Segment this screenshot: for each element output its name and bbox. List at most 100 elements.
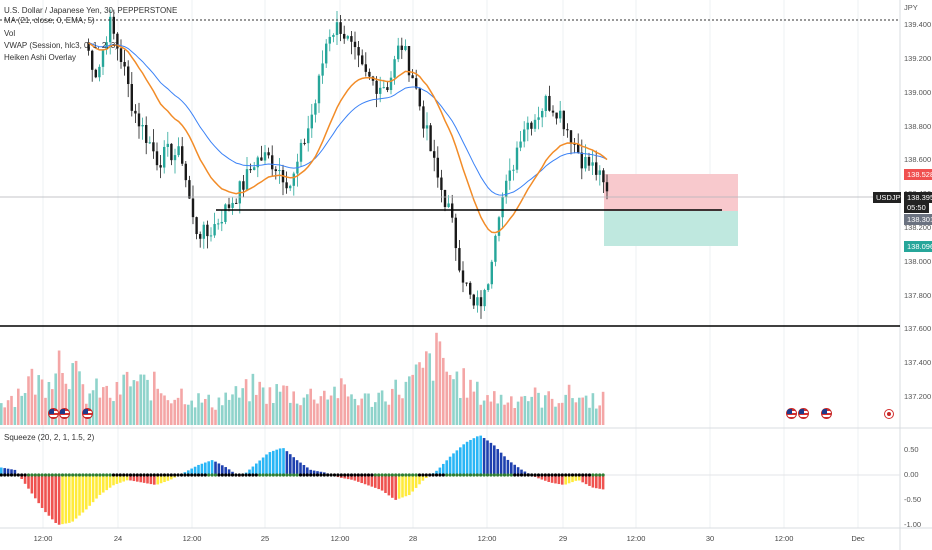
- candle-body: [350, 36, 353, 42]
- squeeze-dot: [557, 473, 561, 477]
- squeeze-bar: [129, 475, 132, 481]
- squeeze-bar: [278, 448, 282, 475]
- squeeze-dot: [94, 473, 99, 477]
- squeeze-dot: [424, 473, 428, 477]
- squeeze-bar: [251, 466, 255, 475]
- volume-bar: [465, 397, 469, 425]
- candle-body: [512, 169, 515, 171]
- chart-title[interactable]: U.S. Dollar / Japanese Yen, 30, PEPPERST…: [4, 6, 178, 15]
- squeeze-dot: [305, 473, 309, 477]
- candle-body: [397, 45, 400, 60]
- volume-bar: [319, 396, 323, 425]
- volume-bar: [394, 379, 397, 425]
- volume-bar: [10, 395, 13, 425]
- volume-bar: [516, 401, 520, 425]
- squeeze-bar: [571, 475, 574, 483]
- candle-body: [429, 125, 432, 152]
- volume-bar: [306, 394, 309, 425]
- volume-bar: [360, 398, 363, 425]
- candle-body: [584, 156, 587, 169]
- us-flag-event-icon[interactable]: [786, 408, 797, 419]
- legend-squeeze[interactable]: Squeeze (20, 2, 1, 1.5, 2): [4, 433, 95, 442]
- squeeze-bar: [0, 467, 3, 475]
- squeeze-bar: [156, 475, 159, 485]
- squeeze-dot: [30, 473, 34, 477]
- volume-bar: [34, 394, 37, 425]
- squeeze-axis-label: -0.50: [904, 495, 922, 504]
- squeeze-bar: [23, 475, 27, 484]
- squeeze-dot: [438, 473, 442, 477]
- candle-body: [303, 142, 306, 144]
- squeeze-dot: [394, 473, 398, 477]
- squeeze-dot: [577, 473, 581, 477]
- legend-vwap[interactable]: VWAP (Session, hlc3, 0, 1, 2, 3): [4, 41, 118, 50]
- volume-bar: [91, 390, 95, 425]
- squeeze-dot: [465, 473, 469, 477]
- squeeze-bar: [493, 445, 496, 475]
- candle-body: [343, 33, 346, 39]
- squeeze-dot: [581, 473, 585, 477]
- volume-bar: [455, 371, 459, 425]
- us-flag-event-icon[interactable]: [798, 408, 809, 419]
- event-marker-icon[interactable]: [884, 409, 894, 419]
- volume-bar: [180, 388, 183, 425]
- legend-ma[interactable]: MA (21, close, 0, EMA, 5): [4, 16, 95, 25]
- us-flag-event-icon[interactable]: [48, 408, 59, 419]
- volume-bar: [190, 400, 193, 425]
- squeeze-dot: [383, 473, 388, 477]
- volume-bar: [302, 397, 306, 425]
- candle-body: [415, 78, 418, 89]
- squeeze-bar: [302, 465, 306, 475]
- stop-loss-zone[interactable]: [604, 174, 738, 211]
- squeeze-dot: [54, 473, 58, 477]
- squeeze-dot: [485, 473, 490, 477]
- volume-bar: [224, 392, 227, 425]
- volume-bar: [421, 367, 425, 425]
- squeeze-dot: [533, 473, 537, 477]
- squeeze-dot: [81, 473, 85, 477]
- squeeze-bar: [163, 475, 166, 483]
- us-flag-event-icon[interactable]: [59, 408, 70, 419]
- legend-heiken-ashi[interactable]: Heiken Ashi Overlay: [4, 53, 77, 62]
- squeeze-bar: [78, 475, 81, 516]
- candle-body: [479, 297, 483, 307]
- candle-body: [202, 224, 205, 239]
- volume-bar: [367, 393, 370, 425]
- candle-body: [393, 59, 396, 78]
- squeeze-bar: [411, 475, 414, 492]
- squeeze-bar: [452, 453, 455, 475]
- squeeze-bar: [146, 475, 149, 484]
- squeeze-bar: [27, 475, 30, 489]
- volume-bar: [261, 387, 265, 425]
- volume-bar: [217, 397, 221, 425]
- candle-body: [566, 129, 569, 131]
- currency-label: JPY: [904, 3, 918, 12]
- squeeze-bar: [136, 475, 139, 482]
- squeeze-dot: [183, 473, 187, 477]
- take-profit-zone[interactable]: [604, 211, 738, 246]
- squeeze-dot: [366, 473, 371, 477]
- candle-body: [454, 217, 457, 249]
- us-flag-event-icon[interactable]: [82, 408, 93, 419]
- candle-body: [472, 294, 475, 306]
- squeeze-bar: [319, 471, 323, 475]
- squeeze-dot: [492, 473, 496, 477]
- squeeze-bar: [503, 456, 506, 475]
- legend-vol[interactable]: Vol: [4, 29, 16, 38]
- squeeze-bar: [387, 475, 391, 496]
- volume-bar: [187, 404, 190, 425]
- squeeze-dot: [3, 473, 7, 477]
- volume-bar: [540, 407, 544, 425]
- squeeze-bar: [540, 475, 544, 480]
- candle-body: [195, 217, 198, 235]
- candle-body: [458, 248, 461, 271]
- us-flag-event-icon[interactable]: [821, 408, 832, 419]
- squeeze-bar: [248, 469, 251, 475]
- volume-bar: [581, 397, 584, 425]
- squeeze-bar: [115, 475, 119, 484]
- squeeze-dot: [448, 473, 452, 477]
- price-axis-label: 139.400: [904, 20, 932, 30]
- volume-bar: [462, 368, 465, 425]
- candle-body: [562, 110, 565, 130]
